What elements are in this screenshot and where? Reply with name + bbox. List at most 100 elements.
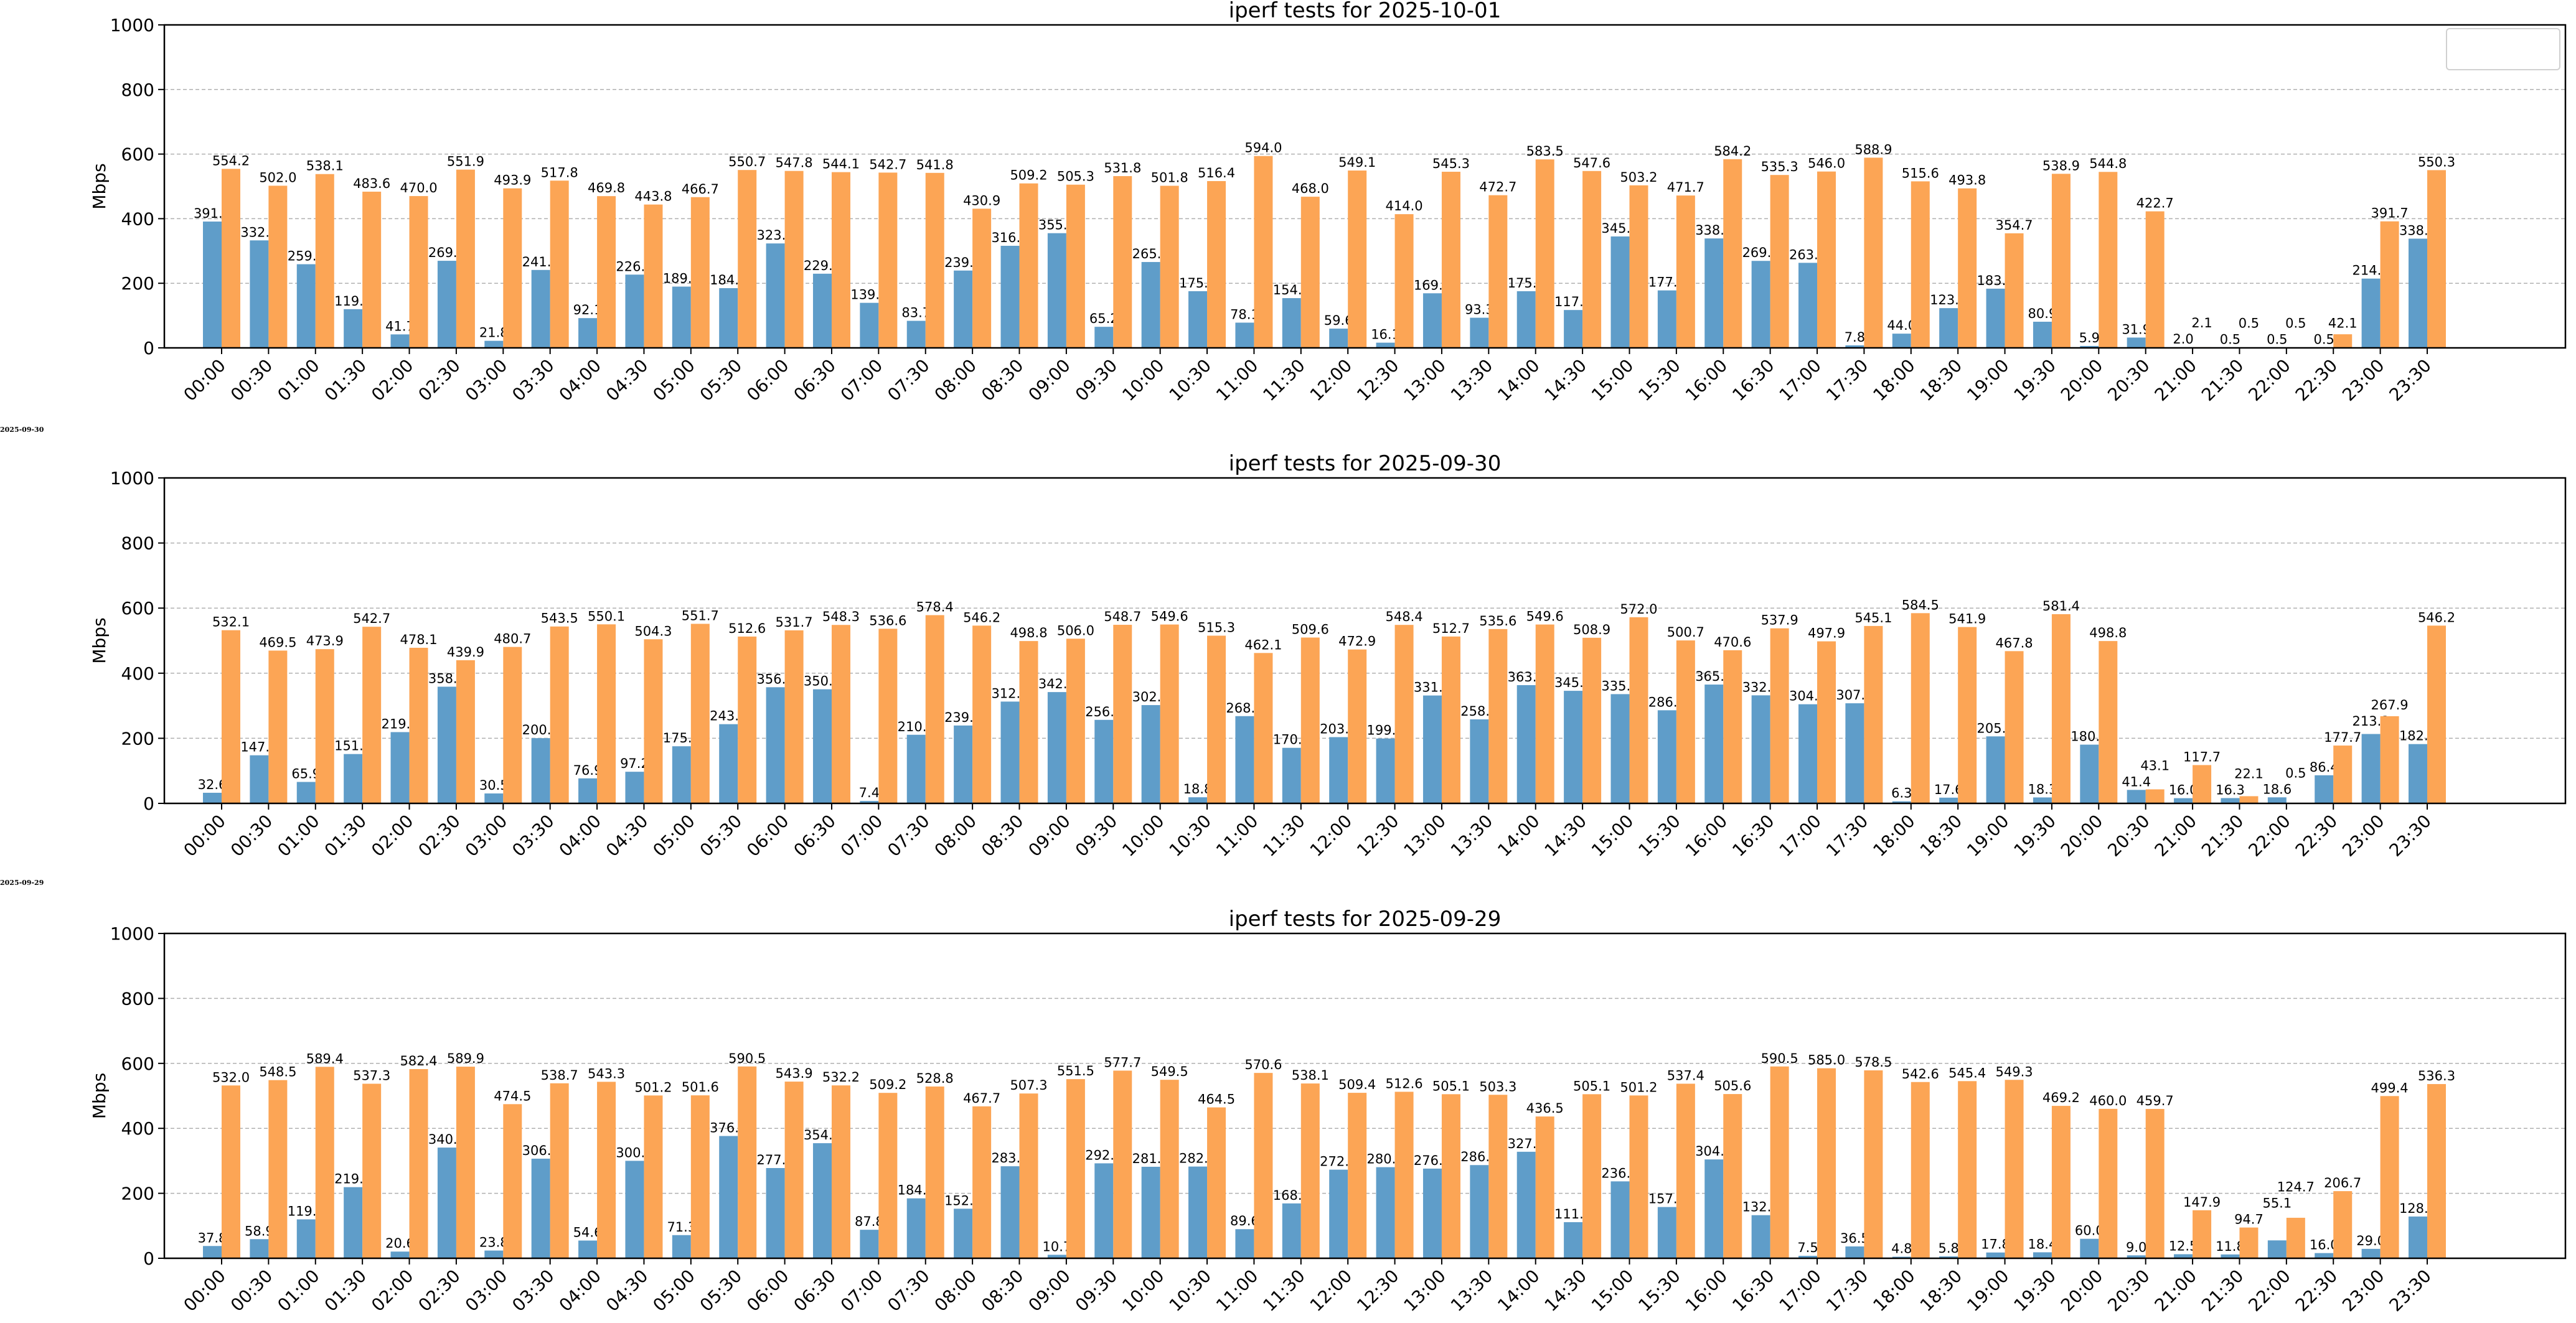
bar-series-1	[1676, 195, 1695, 348]
x-tick-label: 02:00	[367, 355, 417, 405]
x-tick-label: 00:30	[227, 355, 276, 405]
bar-value-label: 439.9	[447, 645, 484, 660]
bar-series-1	[1676, 640, 1695, 803]
bar-series-0	[531, 738, 550, 803]
y-tick-label: 0	[143, 1248, 154, 1269]
bar-value-label: 542.7	[353, 611, 390, 626]
bar-series-1	[1817, 171, 1836, 348]
bar-series-1	[1394, 625, 1414, 803]
bar-value-label: 551.5	[1057, 1064, 1094, 1078]
x-tick-label: 16:30	[1728, 811, 1778, 861]
bar-series-0	[954, 725, 973, 803]
x-tick-label: 10:00	[1118, 355, 1168, 405]
x-tick-label: 09:30	[1071, 811, 1121, 861]
y-tick-label: 400	[121, 208, 154, 229]
bar-series-0	[1047, 233, 1066, 348]
x-tick-label: 02:30	[414, 355, 464, 405]
bar-value-label: 464.5	[1198, 1092, 1235, 1107]
y-tick-label: 600	[121, 144, 154, 165]
bar-series-1	[1300, 197, 1320, 348]
x-tick-label: 00:00	[180, 811, 230, 861]
x-tick-label: 00:30	[227, 1266, 276, 1316]
x-tick-label: 05:00	[649, 1266, 698, 1316]
bar-series-0	[1329, 737, 1348, 803]
x-tick-label: 13:30	[1447, 1266, 1497, 1316]
bar-series-0	[437, 686, 456, 803]
x-tick-label: 18:00	[1869, 811, 1919, 861]
bar-series-1	[972, 208, 992, 348]
bar-series-1	[1300, 637, 1320, 803]
bar-series-0	[1329, 329, 1348, 348]
bar-series-0	[906, 734, 926, 803]
bar-series-1	[1254, 653, 1273, 803]
bar-series-0	[2221, 1254, 2240, 1258]
bar-series-0	[1141, 262, 1160, 348]
bar-value-label: 462.1	[1244, 637, 1282, 652]
x-tick-label: 04:30	[602, 811, 652, 861]
bar-series-1	[1770, 628, 1789, 803]
x-tick-label: 01:30	[321, 355, 370, 405]
bar-series-1	[362, 627, 382, 803]
bar-series-1	[2051, 614, 2071, 803]
bar-value-label: 543.9	[776, 1066, 813, 1081]
x-tick-label: 15:00	[1587, 1266, 1637, 1316]
x-tick-label: 15:30	[1634, 1266, 1684, 1316]
bar-series-1	[831, 172, 850, 348]
bar-value-label: 551.9	[447, 154, 484, 169]
x-tick-label: 15:30	[1634, 811, 1684, 861]
bar-series-0	[625, 772, 644, 803]
bar-series-1	[1817, 641, 1836, 803]
bar-series-0	[1235, 716, 1254, 803]
bar-value-label: 499.4	[2371, 1080, 2409, 1095]
bar-series-0	[203, 222, 222, 348]
bar-value-label: 594.0	[1244, 141, 1282, 156]
bar-value-label: 544.1	[822, 157, 860, 172]
bar-series-0	[2174, 798, 2193, 803]
bar-series-1	[1254, 156, 1273, 348]
bar-series-1	[456, 660, 475, 803]
bar-series-1	[1488, 1095, 1508, 1258]
x-tick-label: 20:30	[2104, 355, 2153, 405]
bar-value-label: 549.5	[1151, 1064, 1188, 1079]
x-tick-label: 20:30	[2104, 1266, 2153, 1316]
bar-series-1	[1394, 1092, 1414, 1258]
bar-value-label: 9.0	[2126, 1240, 2146, 1255]
bar-value-label: 537.4	[1667, 1068, 1704, 1083]
bar-series-0	[1845, 703, 1864, 803]
bar-series-1	[1488, 195, 1508, 348]
x-tick-label: 06:30	[790, 355, 840, 405]
x-tick-label: 02:30	[414, 1266, 464, 1316]
x-tick-label: 16:00	[1681, 811, 1731, 861]
x-tick-label: 21:00	[2151, 1266, 2201, 1316]
bar-series-1	[1019, 641, 1038, 803]
bar-value-label: 544.8	[2089, 156, 2127, 171]
bar-series-0	[860, 801, 879, 803]
x-tick-label: 17:00	[1775, 1266, 1825, 1316]
bar-series-0	[250, 240, 269, 348]
x-tick-label: 18:00	[1869, 355, 1919, 405]
x-tick-label: 07:00	[837, 355, 886, 405]
bar-value-label: 473.9	[306, 633, 344, 648]
x-tick-label: 20:00	[2057, 1266, 2107, 1316]
bar-series-1	[644, 204, 663, 348]
bar-series-1	[268, 650, 288, 803]
bar-series-0	[203, 1246, 222, 1258]
bar-series-0	[437, 1148, 456, 1258]
bar-series-1	[1207, 635, 1226, 803]
bar-value-label: 536.3	[2418, 1068, 2455, 1083]
bar-series-1	[1864, 157, 1883, 348]
bar-series-0	[1235, 322, 1254, 348]
x-tick-label: 10:00	[1118, 811, 1168, 861]
bar-series-1	[409, 196, 428, 348]
x-tick-label: 08:30	[977, 811, 1027, 861]
bar-value-label: 117.7	[2183, 749, 2221, 764]
bar-value-label: 538.7	[541, 1068, 578, 1083]
bar-series-0	[1704, 685, 1724, 803]
bar-value-label: 7.4	[859, 785, 880, 800]
bar-value-label: 500.7	[1667, 625, 1704, 640]
bar-series-0	[2361, 278, 2381, 348]
x-tick-label: 14:00	[1493, 811, 1543, 861]
bar-value-label: 471.7	[1667, 180, 1704, 195]
x-tick-label: 08:00	[931, 811, 980, 861]
